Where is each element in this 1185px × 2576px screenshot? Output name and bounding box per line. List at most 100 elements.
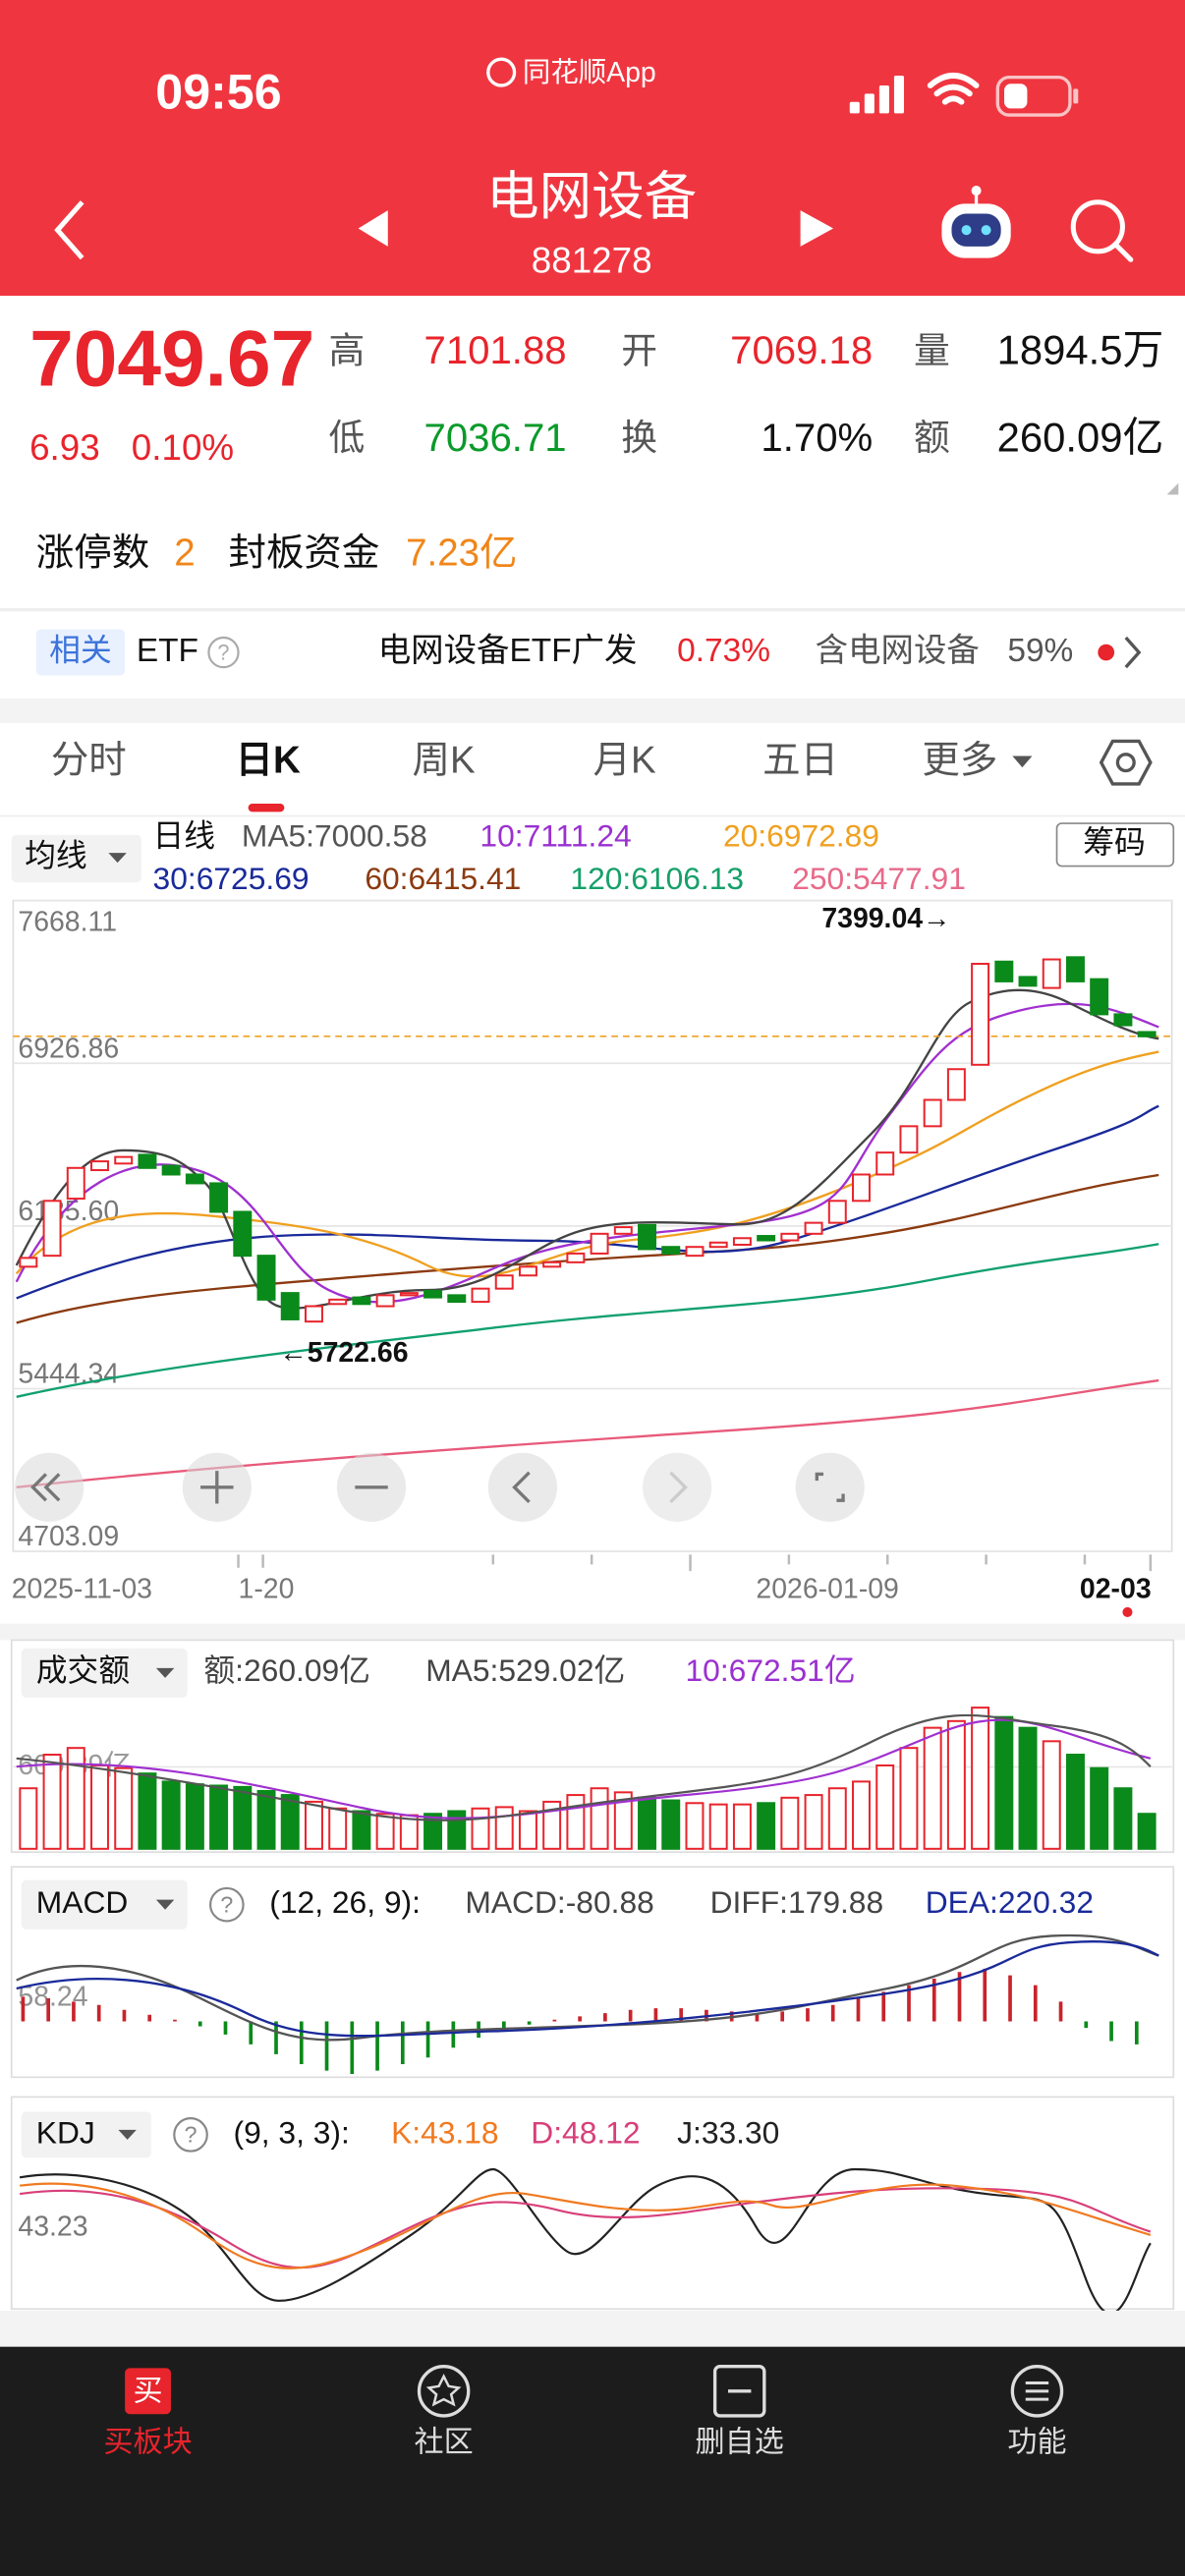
tab-underline [248,803,285,812]
ma-button[interactable]: 均线 [25,838,87,873]
date-label: 02-03 [1080,1574,1152,1605]
candle-body [661,1246,681,1255]
volume-bar [1113,1787,1133,1850]
quote-value: 7069.18 [730,328,873,372]
volume-bar [827,1787,847,1850]
nav-item[interactable]: 功能 [1007,2365,1067,2459]
nav-label: 删自选 [696,2426,784,2458]
candle-body [471,1287,490,1304]
candle-body [352,1296,371,1306]
volume-bar [1042,1740,1061,1850]
etf-fund[interactable]: 电网设备ETF广发 [378,633,638,669]
kdj-button[interactable]: KDJ [36,2114,95,2150]
volume-legend: 10:672.51亿 [686,1652,856,1688]
candle-body [804,1221,823,1235]
kdj-legend: J:33.30 [677,2114,779,2150]
candle-body [971,963,990,1066]
macd-button-bg[interactable] [21,1879,188,1930]
tab[interactable]: 周K [413,739,476,781]
volume-ma10-line [16,1718,1152,1820]
candle-body [638,1223,657,1251]
help-icon[interactable] [209,1886,245,1923]
kdj-button-bg[interactable] [21,2111,151,2158]
volume-bar [804,1794,823,1850]
volume-button-bg[interactable] [21,1648,188,1698]
ma-item: 250:5477.91 [792,861,966,896]
settings-button[interactable] [1099,739,1153,786]
volume-ma-lines [16,1713,1152,1821]
scroll-start-button[interactable] [15,1452,85,1522]
etf-tag-bg [35,629,126,676]
volume-bar [1065,1754,1085,1850]
candle-body [1137,1031,1157,1037]
macd-button[interactable]: MACD [36,1884,129,1920]
ma-item: 20:6972.89 [723,817,879,853]
candle-body [946,1068,966,1101]
scroll-right-button[interactable] [643,1452,712,1522]
candles [13,956,1172,1323]
volume-bar [304,1800,323,1850]
ma-button-bg[interactable] [11,834,141,883]
change-pct: 0.10% [132,427,234,468]
expand-corner[interactable] [1166,482,1179,495]
nav-item[interactable]: 删自选 [696,2365,784,2459]
macd-bars-up [21,1968,1063,2022]
gap [0,2310,1185,2347]
volume-bar [1137,1813,1157,1850]
icon [30,1473,61,1502]
help-icon[interactable] [173,2117,208,2153]
nav-item[interactable]: 社区 [415,2365,474,2459]
app-logo [486,57,517,87]
scroll-left-button[interactable] [487,1452,558,1522]
tab-active[interactable]: 日K [236,739,301,781]
tab[interactable]: 分时 [51,739,127,781]
candle-body [256,1255,276,1301]
candle-body [518,1265,537,1277]
volume-bar [447,1810,467,1850]
volume-bar [708,1803,728,1850]
etf-change: 0.73% [677,633,770,669]
volume-bar [852,1780,871,1850]
candle-body [566,1252,586,1263]
volume-bar [185,1783,204,1850]
divider [0,814,1185,817]
candle-body [185,1173,204,1185]
battery-tip [1073,88,1079,104]
candle-body [19,1257,38,1268]
volume-button[interactable]: 成交额 [36,1652,130,1688]
volume-bar [638,1796,657,1850]
back-button[interactable] [54,200,85,260]
tab[interactable]: 更多 [922,739,997,781]
fullscreen-button[interactable] [795,1452,865,1522]
volume-bar [19,1787,38,1850]
help-icon[interactable] [207,636,240,669]
volume-bar [161,1780,181,1850]
chip-button[interactable]: 筹码 [1083,824,1146,860]
nav-item[interactable]: 买 买板块 [103,2368,193,2458]
volume-bar [590,1787,609,1850]
assistant-button[interactable] [941,186,1011,258]
tab[interactable]: 五日 [762,739,838,781]
next-button[interactable] [800,210,834,247]
date-label: 1-20 [239,1574,295,1605]
search-button[interactable] [1070,199,1134,262]
volume-bar [899,1747,919,1850]
chevron[interactable] [1124,636,1142,669]
nav-label: 社区 [415,2426,474,2458]
gap [0,698,1185,723]
candle-body [66,1166,85,1201]
y-tick-label: 6185.60 [18,1196,119,1227]
volume-legend: MA5:529.02亿 [425,1652,625,1688]
volume-bar [518,1810,537,1850]
macd-bars-down [198,2021,1139,2074]
chip-button-bg[interactable] [1055,822,1175,868]
tab[interactable]: 月K [593,739,656,781]
volume-bar [328,1807,348,1850]
dropdown-arrow [155,1667,175,1678]
volume-bar [971,1707,990,1850]
candle-body [280,1292,300,1320]
etf-tag: 相关 [49,632,112,667]
prev-button[interactable] [358,210,388,247]
macd-frame [10,1866,1175,2079]
d-line [19,2187,1152,2269]
